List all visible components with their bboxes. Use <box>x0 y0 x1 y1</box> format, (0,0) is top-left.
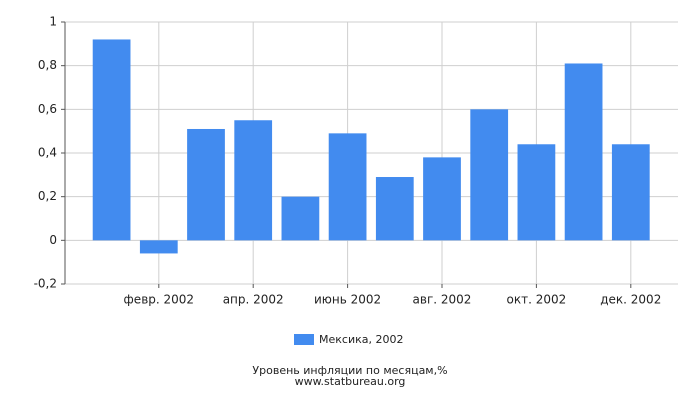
bar <box>328 133 367 241</box>
x-tick-label: февр. 2002 <box>124 293 195 307</box>
bar <box>234 120 273 241</box>
y-tick-label: 0,4 <box>38 146 57 160</box>
bar <box>611 144 650 241</box>
y-tick-label: -0,2 <box>34 277 57 291</box>
bar <box>375 177 414 241</box>
bar <box>470 109 509 241</box>
y-tick-label: 0 <box>49 233 57 247</box>
bar <box>92 39 131 241</box>
x-tick-label: дек. 2002 <box>600 293 661 307</box>
legend-label: Мексика, 2002 <box>319 333 403 346</box>
x-tick-label: окт. 2002 <box>507 293 567 307</box>
bar <box>139 240 178 254</box>
bar <box>281 196 320 241</box>
bar <box>187 128 225 241</box>
legend-swatch <box>294 334 314 345</box>
footer-source: www.statbureau.org <box>295 375 406 388</box>
x-tick-label: апр. 2002 <box>223 293 284 307</box>
y-tick-label: 1 <box>49 15 57 29</box>
x-tick-label: авг. 2002 <box>413 293 472 307</box>
bar <box>564 63 603 241</box>
bar <box>517 144 556 241</box>
footer-title: Уровень инфляции по месяцам,% <box>252 364 447 377</box>
x-tick-label: июнь 2002 <box>314 293 381 307</box>
y-tick-label: 0,8 <box>38 58 57 72</box>
y-tick-label: 0,2 <box>38 189 57 203</box>
y-tick-label: 0,6 <box>38 102 57 116</box>
bar <box>423 157 461 241</box>
